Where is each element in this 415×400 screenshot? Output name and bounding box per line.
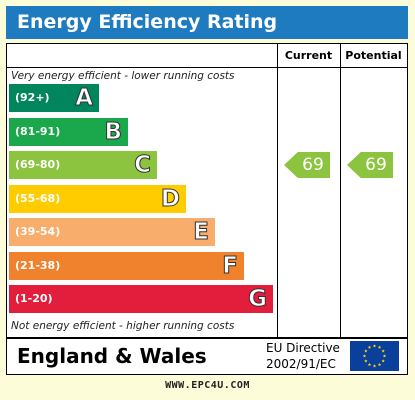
band-range-label: (92+) xyxy=(15,91,50,104)
current-rating-arrow: 69 xyxy=(284,152,330,178)
band-letter: E xyxy=(193,219,210,246)
eu-star-icon xyxy=(382,354,387,358)
band-letter: F xyxy=(222,252,239,279)
potential-rating-value: 69 xyxy=(365,155,387,175)
eu-star-icon xyxy=(377,362,382,367)
band-g: (1-20) G xyxy=(9,285,273,313)
region-label: England & Wales xyxy=(17,344,207,368)
eu-star-icon xyxy=(372,344,377,348)
band-range-label: (21-38) xyxy=(15,258,61,272)
band-b: (81-91) B xyxy=(9,117,128,146)
eu-star-icon xyxy=(372,364,377,368)
band-letter: B xyxy=(104,118,123,145)
band-range-label: (39-54) xyxy=(15,225,61,238)
eu-directive: EU Directive 2002/91/EC xyxy=(266,340,346,372)
eu-star-icon xyxy=(381,349,385,353)
band-d: (55-68) D xyxy=(9,184,186,213)
band-letter: D xyxy=(160,185,180,212)
band-letter: A xyxy=(75,85,94,112)
eu-star-icon xyxy=(381,359,385,363)
eu-star-icon xyxy=(362,354,367,358)
directive-line-1: EU Directive xyxy=(266,341,340,355)
potential-column-header: Potential xyxy=(345,49,402,62)
header-divider xyxy=(7,67,407,68)
band-f: (21-38) F xyxy=(9,251,244,280)
website-url: WWW.EPC4U.COM xyxy=(165,380,250,391)
band-e: (39-54) E xyxy=(9,218,215,246)
eu-star-icon xyxy=(367,362,372,367)
directive-line-2: 2002/91/EC xyxy=(266,357,336,371)
band-letter: C xyxy=(134,152,152,179)
band-range-label: (69-80) xyxy=(15,158,61,171)
eu-star-icon xyxy=(364,349,368,353)
band-range-label: (81-91) xyxy=(15,124,61,138)
column-divider xyxy=(340,44,341,337)
band-a: (92+) A xyxy=(9,84,99,112)
column-divider xyxy=(277,44,278,337)
energy-rating-chart: Current Potential Very energy efficient … xyxy=(6,43,408,338)
band-range-label: (55-68) xyxy=(15,191,61,205)
efficient-note: Very energy efficient - lower running co… xyxy=(11,70,235,82)
band-letter: G xyxy=(248,286,268,313)
page-title: Energy Efficiency Rating xyxy=(6,6,408,39)
band-range-label: (1-20) xyxy=(15,292,53,305)
inefficient-note: Not energy efficient - higher running co… xyxy=(11,320,235,332)
eu-star-icon xyxy=(377,345,382,349)
band-c: (69-80) C xyxy=(9,151,157,179)
eu-star-icon xyxy=(364,359,368,363)
eu-flag-icon xyxy=(350,341,399,371)
current-rating-value: 69 xyxy=(302,155,324,175)
footer-bar: England & Wales EU Directive 2002/91/EC xyxy=(6,338,408,375)
eu-star-icon xyxy=(367,345,372,349)
current-column-header: Current xyxy=(284,49,333,62)
potential-rating-arrow: 69 xyxy=(347,152,393,178)
